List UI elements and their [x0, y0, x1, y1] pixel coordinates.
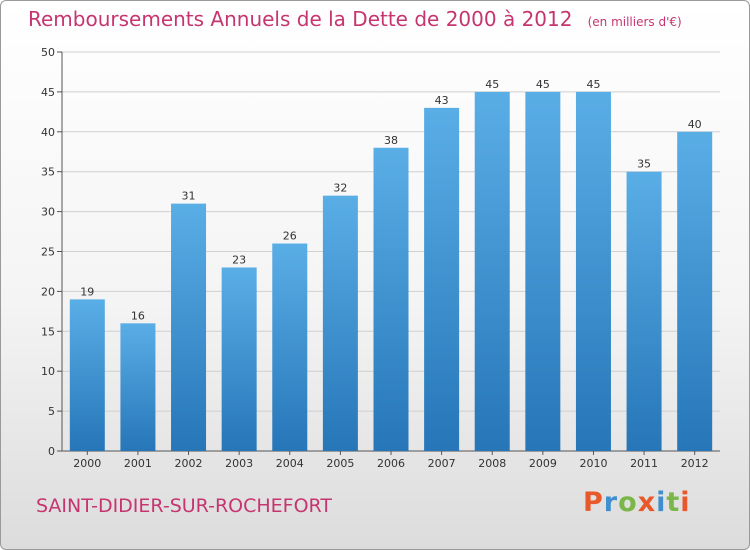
- value-label: 45: [485, 78, 499, 91]
- value-label: 40: [688, 118, 702, 131]
- value-label: 45: [586, 78, 600, 91]
- y-tick-label: 40: [41, 126, 55, 139]
- value-label: 26: [283, 230, 297, 243]
- city-name: SAINT-DIDIER-SUR-ROCHEFORT: [36, 495, 332, 517]
- y-tick-label: 45: [41, 86, 55, 99]
- bar-2005: [322, 195, 358, 451]
- y-tick-label: 0: [48, 445, 55, 458]
- title-block: Remboursements Annuels de la Dette de 20…: [28, 7, 682, 31]
- x-tick-label: 2012: [681, 457, 709, 470]
- x-tick-label: 2002: [175, 457, 203, 470]
- bars: [69, 91, 713, 452]
- brand-letter: o: [618, 487, 638, 518]
- chart-title: Remboursements Annuels de la Dette de 20…: [28, 7, 573, 31]
- x-tick-label: 2001: [124, 457, 152, 470]
- bar-2001: [120, 323, 156, 451]
- value-label: 23: [232, 253, 246, 266]
- brand-letter: i: [656, 487, 667, 518]
- x-tick-label: 2010: [579, 457, 607, 470]
- bar-2012: [677, 131, 713, 452]
- value-label: 19: [80, 285, 94, 298]
- bar-2006: [373, 147, 409, 451]
- y-tick-label: 25: [41, 246, 55, 259]
- x-tick-label: 2005: [326, 457, 354, 470]
- labels: 0 5 10 15 20 25 30 35 40 45 50 19 2000 16 2001 31 2002 23…: [41, 46, 709, 470]
- x-tick-label: 2000: [73, 457, 101, 470]
- y-tick-label: 50: [41, 46, 55, 59]
- brand-letter: t: [666, 487, 681, 518]
- bar-2011: [626, 171, 662, 451]
- brand-letter: r: [603, 487, 619, 518]
- value-label: 43: [435, 94, 449, 107]
- value-label: 45: [536, 78, 550, 91]
- y-tick-label: 20: [41, 285, 55, 298]
- x-tick-label: 2006: [377, 457, 405, 470]
- brand-logo: Proxiti: [583, 487, 691, 518]
- value-label: 38: [384, 134, 398, 147]
- y-tick-label: 5: [48, 405, 55, 418]
- bar-2002: [171, 203, 207, 451]
- chart-unit: (en milliers d'€): [587, 15, 682, 29]
- x-tick-label: 2011: [630, 457, 658, 470]
- x-tick-label: 2008: [478, 457, 506, 470]
- y-tick-label: 35: [41, 166, 55, 179]
- value-label: 35: [637, 158, 651, 171]
- bar-2004: [272, 243, 308, 451]
- value-label: 16: [131, 309, 145, 322]
- brand-letter: x: [637, 487, 657, 518]
- x-tick-label: 2004: [276, 457, 304, 470]
- y-tick-label: 15: [41, 325, 55, 338]
- y-tick-label: 30: [41, 206, 55, 219]
- x-tick-label: 2009: [529, 457, 557, 470]
- x-tick-label: 2003: [225, 457, 253, 470]
- bar-2009: [525, 91, 561, 452]
- bar-2008: [474, 91, 510, 452]
- x-tick-label: 2007: [428, 457, 456, 470]
- brand-letter: i: [680, 487, 691, 518]
- bar-2007: [424, 107, 460, 452]
- y-tick-label: 10: [41, 365, 55, 378]
- bar-2000: [69, 299, 105, 451]
- bar-2003: [221, 267, 257, 451]
- value-label: 32: [333, 182, 347, 195]
- bar-2010: [575, 91, 611, 452]
- brand-letter: P: [583, 487, 604, 518]
- value-label: 31: [182, 190, 196, 203]
